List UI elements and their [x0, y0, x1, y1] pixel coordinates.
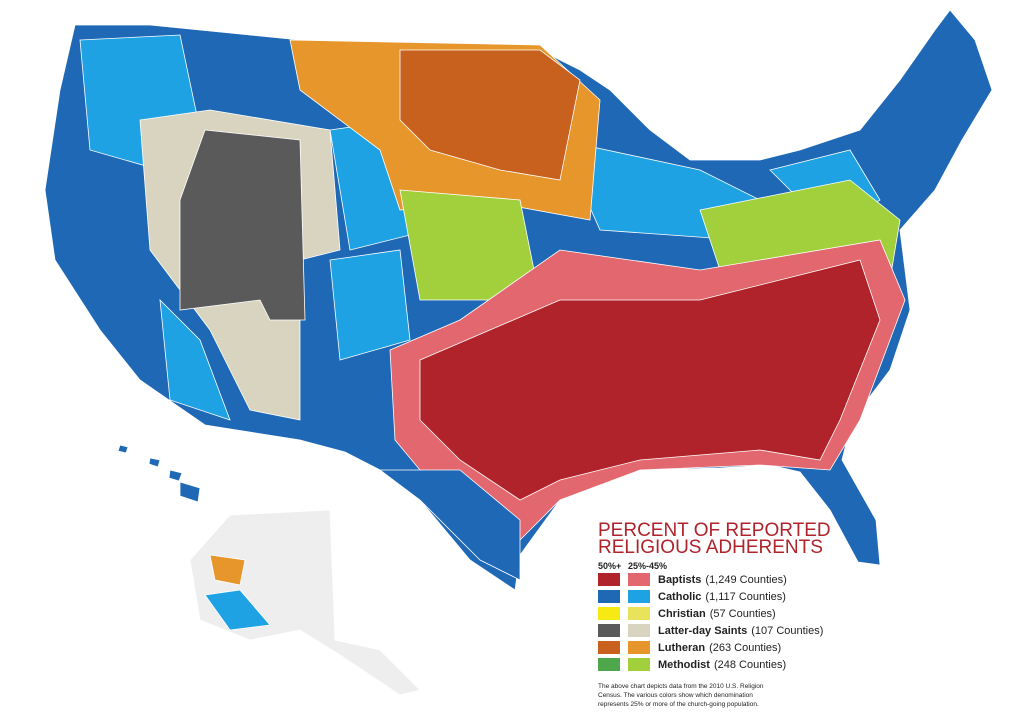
region-lds-high — [179, 129, 306, 321]
legend: PERCENT OF REPORTED RELIGIOUS ADHERENTS … — [598, 520, 831, 708]
legend-swatch — [628, 658, 650, 671]
denomination: Latter-day Saints — [658, 625, 747, 637]
denomination: Lutheran — [658, 642, 705, 654]
legend-swatch — [598, 573, 620, 586]
legend-swatch — [598, 658, 620, 671]
legend-swatch — [598, 590, 620, 603]
column-header: 50%+ — [598, 561, 621, 571]
column-header: 25%-45% — [628, 561, 667, 571]
legend-title: RELIGIOUS ADHERENTS — [598, 537, 823, 558]
county-count: (248 Counties) — [714, 659, 786, 671]
county-count: (1,249 Counties) — [705, 574, 786, 586]
denomination: Methodist — [658, 659, 710, 671]
legend-swatch — [598, 641, 620, 654]
legend-entry: Catholic (1,117 Counties) — [658, 591, 786, 603]
footnote: represents 25% or more of the church-goi… — [598, 701, 759, 708]
county-count: (57 Counties) — [710, 608, 776, 620]
alaska — [189, 509, 421, 696]
footnote: Census. The various colors show which de… — [598, 692, 753, 699]
denomination: Christian — [658, 608, 706, 620]
region-catholic-south — [378, 469, 521, 581]
alaska-lutheran — [209, 554, 246, 586]
legend-swatch — [628, 607, 650, 620]
legend-entry: Christian (57 Counties) — [658, 608, 776, 620]
legend-swatch — [628, 573, 650, 586]
region-baptist-high — [419, 259, 881, 501]
legend-entry: Lutheran (263 Counties) — [658, 642, 781, 654]
legend-entry: Methodist (248 Counties) — [658, 659, 786, 671]
legend-swatch — [628, 590, 650, 603]
county-count: (1,117 Counties) — [705, 591, 786, 603]
county-count: (107 Counties) — [751, 625, 823, 637]
map — [44, 9, 993, 696]
region-lutheran-high — [399, 49, 581, 181]
denomination: Baptists — [658, 574, 701, 586]
alaska-catholic — [204, 589, 271, 631]
legend-swatch — [598, 607, 620, 620]
legend-swatch — [628, 641, 650, 654]
legend-swatch — [628, 624, 650, 637]
denomination: Catholic — [658, 591, 701, 603]
hawaii — [117, 444, 201, 503]
legend-entry: Latter-day Saints (107 Counties) — [658, 625, 823, 637]
county-count: (263 Counties) — [709, 642, 781, 654]
legend-swatch — [598, 624, 620, 637]
legend-entry: Baptists (1,249 Counties) — [658, 574, 787, 586]
footnote: The above chart depicts data from the 20… — [598, 683, 764, 690]
legend-title: PERCENT OF REPORTED — [598, 520, 831, 541]
